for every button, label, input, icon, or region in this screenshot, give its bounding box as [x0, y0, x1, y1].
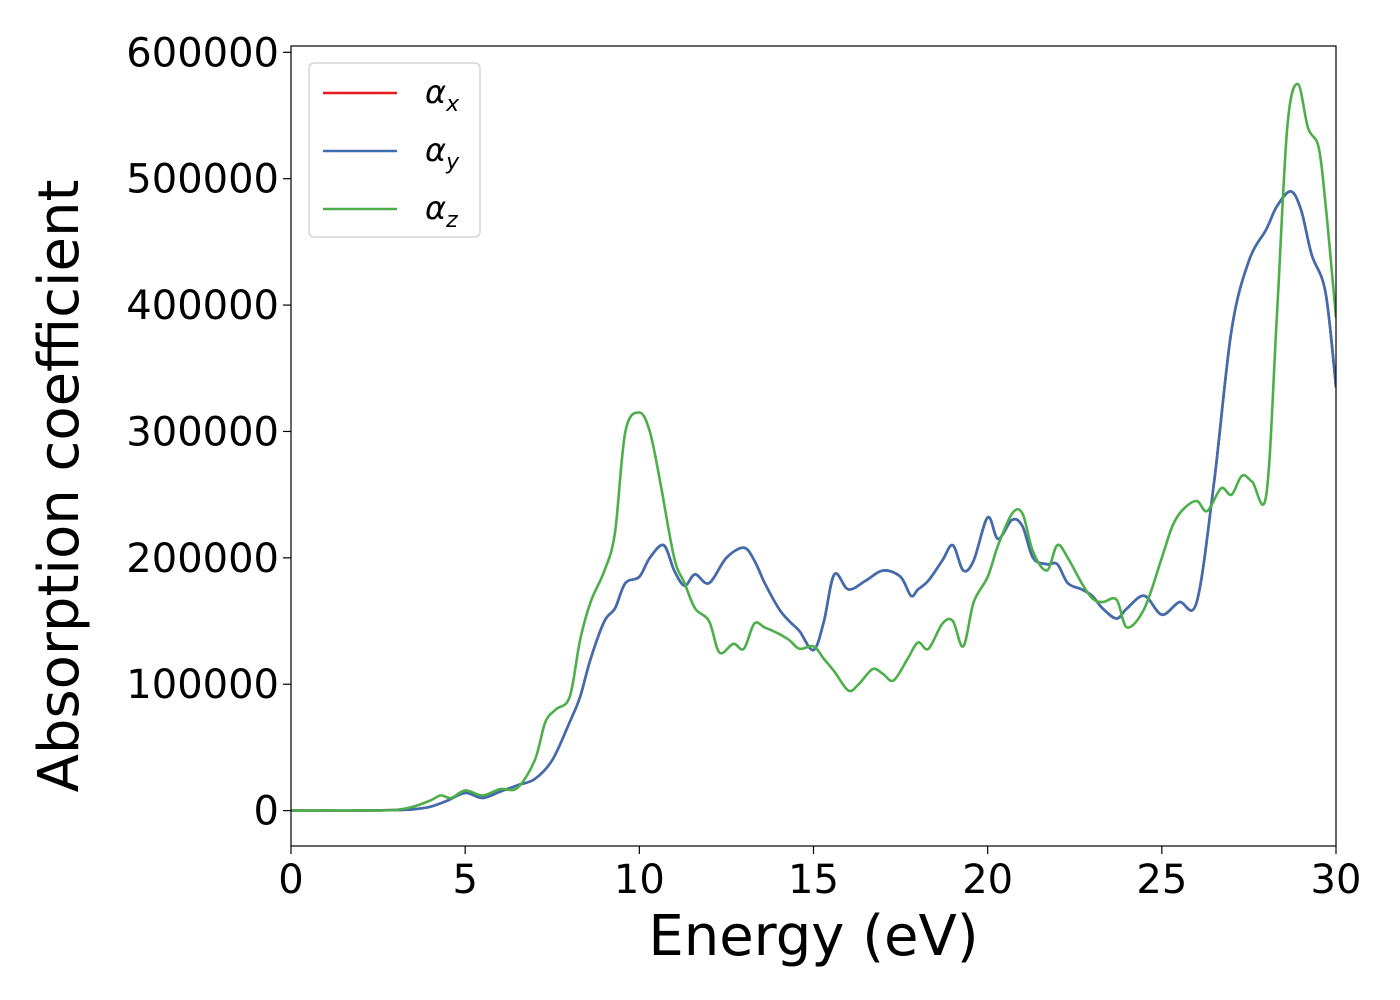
y-axis-label: Absorption coefficient	[27, 180, 92, 793]
y-tick-label: 100000	[126, 662, 279, 708]
series-layer	[291, 82, 1336, 812]
x-tick-label: 25	[1136, 857, 1187, 903]
x-tick-label: 10	[614, 857, 665, 903]
legend-label-alpha-z: αz	[425, 189, 458, 233]
x-axis-label: Energy (eV)	[648, 904, 978, 969]
x-tick-label: 0	[278, 857, 303, 903]
y-tick-label: 400000	[126, 283, 279, 329]
x-tick-label: 30	[1311, 857, 1362, 903]
x-tick-label: 15	[788, 857, 839, 903]
y-tick-label: 200000	[126, 536, 279, 582]
y-tick-label: 300000	[126, 409, 279, 455]
series-line-alpha-x	[291, 190, 1336, 812]
y-tick-label: 0	[254, 789, 279, 835]
x-tick-label: 20	[962, 857, 1013, 903]
y-axis-ticks: 0 100000 200000 300000 400000 500000 600000	[126, 30, 291, 835]
x-tick-label: 5	[452, 857, 477, 903]
series-line-alpha-y	[291, 190, 1336, 812]
x-axis-ticks: 0 5 10 15 20 25 30	[278, 846, 1361, 903]
y-tick-label: 600000	[126, 30, 279, 76]
y-tick-label: 500000	[126, 157, 279, 203]
series-line-alpha-z	[291, 82, 1336, 812]
